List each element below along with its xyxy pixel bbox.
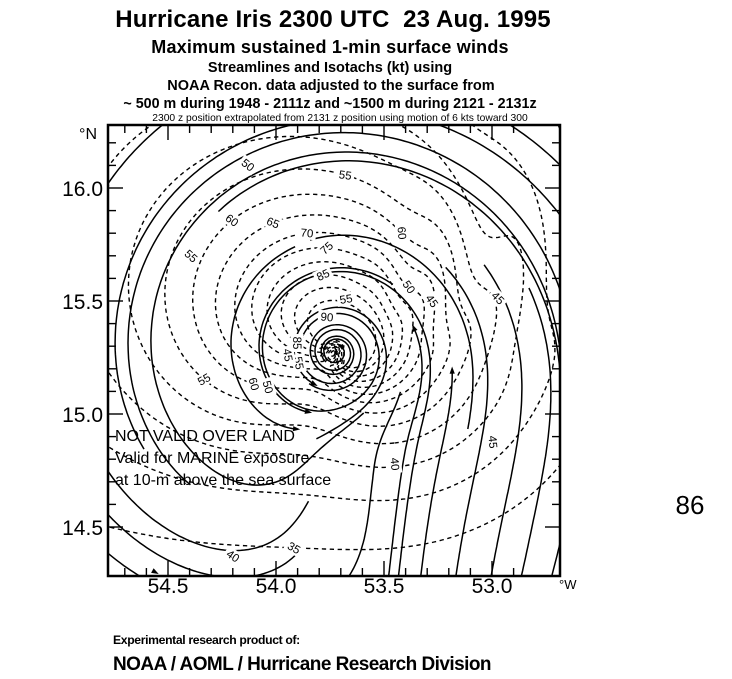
svg-text:Hurricane Iris 2300 UTC 23 Au: Hurricane Iris 2300 UTC 23 Aug. 1995 xyxy=(115,6,551,33)
svg-text:45: 45 xyxy=(280,348,294,363)
svg-text:at 10-m above the sea surface: at 10-m above the sea surface xyxy=(115,472,331,489)
svg-text:90: 90 xyxy=(320,311,334,324)
svg-text:~ 500 m during 1948 - 2111z an: ~ 500 m during 1948 - 2111z and ~1500 m … xyxy=(123,96,536,112)
svg-text:15.0: 15.0 xyxy=(62,404,103,427)
svg-text:Streamlines and Isotachs (kt): Streamlines and Isotachs (kt) using xyxy=(208,60,452,76)
svg-text:86: 86 xyxy=(676,490,705,520)
svg-text:53.5: 53.5 xyxy=(364,575,405,598)
svg-text:°W: °W xyxy=(559,577,577,592)
svg-text:60: 60 xyxy=(394,226,407,240)
svg-text:Maximum sustained 1-min surfac: Maximum sustained 1-min surface winds xyxy=(151,37,509,57)
svg-text:60: 60 xyxy=(246,376,261,391)
svg-text:40: 40 xyxy=(387,457,400,471)
svg-text:35: 35 xyxy=(285,540,302,557)
svg-text:45: 45 xyxy=(485,435,498,449)
svg-text:NOAA / AOML / Hurricane Resear: NOAA / AOML / Hurricane Research Divisio… xyxy=(113,654,491,675)
svg-text:70: 70 xyxy=(300,227,314,240)
svg-text:15.5: 15.5 xyxy=(62,291,103,314)
svg-text:16.0: 16.0 xyxy=(62,178,103,201)
svg-text:55: 55 xyxy=(339,293,354,307)
svg-text:85: 85 xyxy=(315,268,332,284)
svg-text:50: 50 xyxy=(260,380,275,395)
svg-text:65: 65 xyxy=(264,216,280,232)
svg-text:NOT VALID OVER LAND: NOT VALID OVER LAND xyxy=(115,428,295,445)
svg-text:°N: °N xyxy=(79,126,97,143)
svg-text:Experimental research product: Experimental research product of: xyxy=(113,633,300,647)
svg-text:NOAA Recon. data adjusted to t: NOAA Recon. data adjusted to the surface… xyxy=(167,78,494,94)
svg-text:Valid for MARINE exposure: Valid for MARINE exposure xyxy=(115,450,310,467)
svg-text:2300 z position extrapolated f: 2300 z position extrapolated from 2131 z… xyxy=(152,113,528,124)
svg-text:14.5: 14.5 xyxy=(62,517,103,540)
svg-text:55: 55 xyxy=(338,169,352,183)
svg-text:53.0: 53.0 xyxy=(472,575,513,598)
svg-text:55: 55 xyxy=(196,372,213,389)
svg-text:54.5: 54.5 xyxy=(148,575,189,598)
svg-text:54.0: 54.0 xyxy=(256,575,297,598)
